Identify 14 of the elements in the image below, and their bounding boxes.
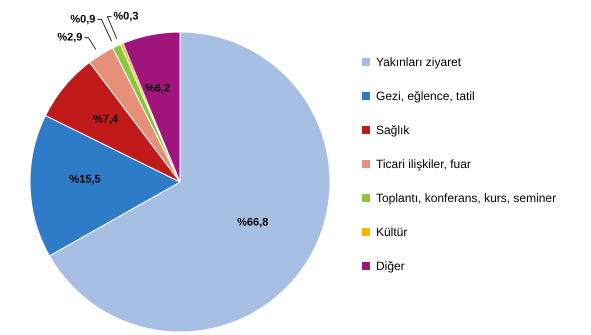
data-label: %66,8 [237, 216, 268, 228]
data-label: %6,2 [145, 82, 170, 95]
legend-label: Kültür [376, 225, 408, 239]
legend-label: Sağlık [376, 123, 410, 137]
data-label: %15,5 [69, 174, 101, 186]
data-label: %0,3 [113, 10, 138, 23]
data-label: %2,9 [57, 32, 82, 44]
legend-label: Gezi, eğlence, tatil [376, 89, 475, 103]
legend-label: Ticari ilişkiler, fuar [376, 157, 471, 171]
data-label: %0,9 [70, 13, 96, 26]
legend-label: Yakınları ziyaret [376, 55, 462, 69]
legend-label: Diğer [376, 259, 405, 273]
legend-label: Toplantı, konferans, kurs, seminer [376, 191, 556, 205]
data-label: %7,4 [93, 114, 120, 126]
